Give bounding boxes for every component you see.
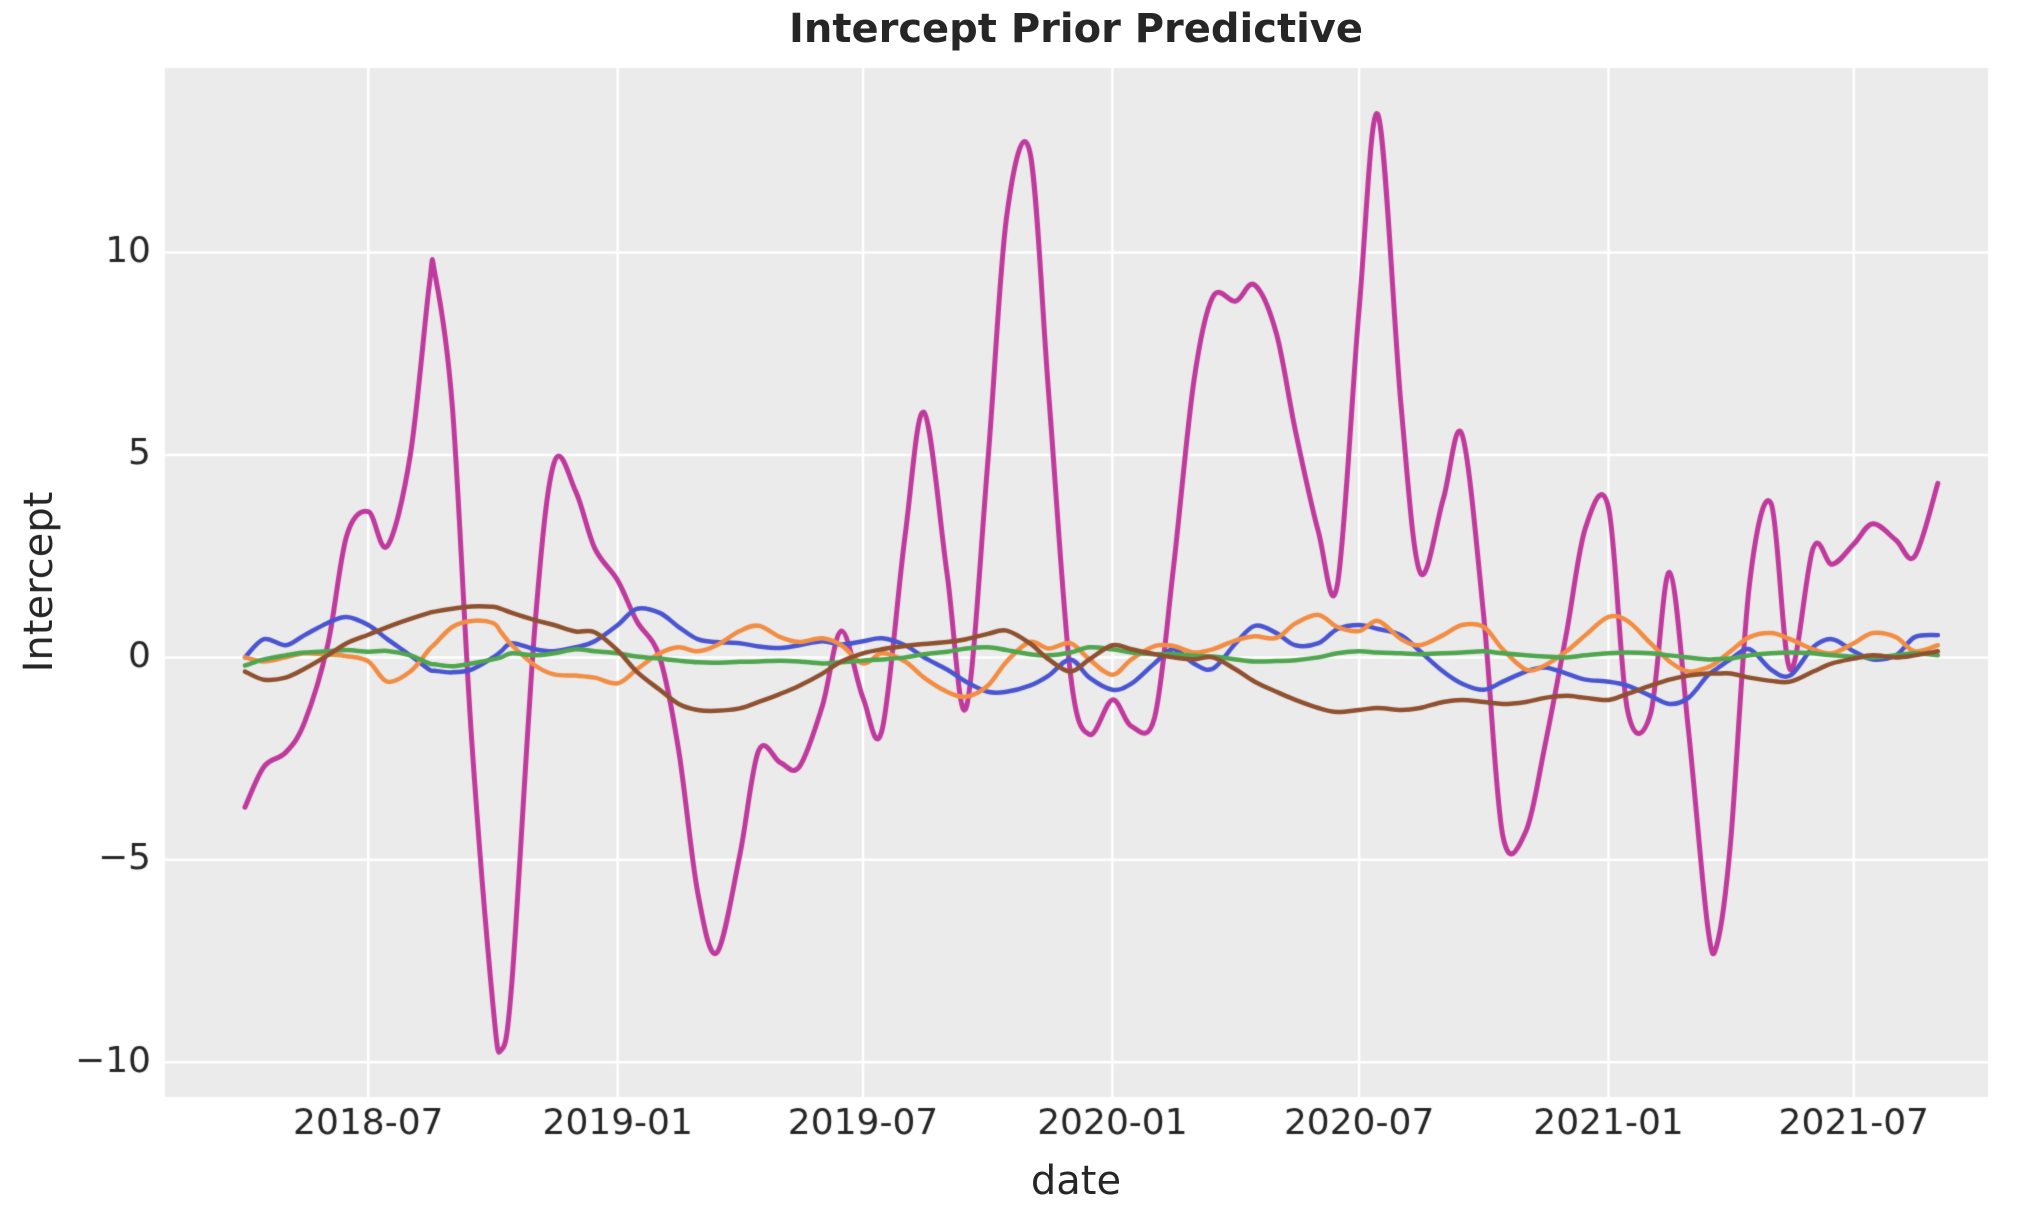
chart-title: Intercept Prior Predictive [788,6,1364,52]
x-axis-label: date [1030,1158,1122,1204]
y-axis-label: Intercept [16,491,62,673]
